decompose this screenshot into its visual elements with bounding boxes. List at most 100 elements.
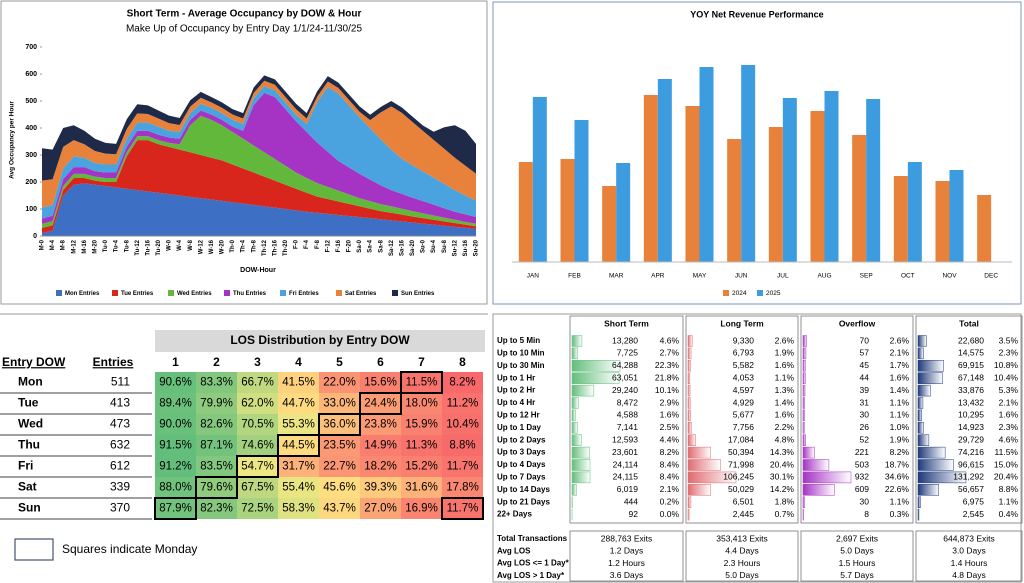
count: 6,019 — [617, 484, 639, 494]
summary-value: 5.7 Days — [840, 570, 874, 580]
percent: 1.1% — [890, 410, 910, 420]
count: 26 — [860, 422, 870, 432]
cell-value: 18.0% — [405, 398, 438, 410]
cell-value: 16.9% — [405, 503, 438, 515]
x-tick-label: Su-8 — [442, 239, 448, 253]
percent: 2.7% — [660, 348, 680, 358]
data-bar — [687, 459, 721, 471]
revenue-panel — [492, 1, 1022, 305]
bar — [532, 97, 547, 262]
cell-value: 74.6% — [241, 440, 274, 452]
heat-cell — [237, 456, 278, 477]
percent: 3.5% — [999, 335, 1019, 345]
x-tick-label: Sa-4 — [368, 239, 374, 252]
data-bar — [802, 484, 835, 496]
x-tick-label: Sa-12 — [389, 239, 395, 256]
data-bar — [802, 347, 807, 360]
count: 50,029 — [728, 484, 754, 494]
percent: 0.2% — [660, 496, 680, 506]
legend-label: 2025 — [766, 290, 781, 297]
heat-cell — [237, 498, 278, 519]
percent: 4.8% — [775, 434, 795, 444]
heat-cell — [237, 393, 278, 414]
column-header: 6 — [377, 355, 384, 369]
legend-swatch — [723, 290, 729, 296]
row-label: Up to 5 Min — [497, 336, 540, 345]
count: 24,114 — [613, 459, 639, 469]
heat-cell — [401, 435, 442, 456]
x-tick-label: Sa-8 — [378, 239, 384, 252]
legend-swatch — [168, 290, 174, 296]
data-bar — [917, 422, 924, 434]
column-header: 1 — [172, 355, 179, 369]
row-label: Up to 2 Hr — [497, 386, 535, 395]
count: 63,051 — [612, 372, 638, 382]
heat-cell — [401, 498, 442, 519]
x-tick-label: M-16 — [82, 239, 88, 253]
summary-value: 2.3 Hours — [724, 558, 761, 568]
group-header: Long Term — [720, 318, 764, 328]
heat-cell — [278, 498, 319, 519]
x-tick-label: DEC — [984, 273, 998, 280]
monday-square — [318, 413, 361, 436]
cell-value: 67.5% — [241, 482, 274, 494]
heat-cell — [196, 456, 237, 477]
group-box — [685, 315, 799, 524]
cell-value: 23.8% — [364, 419, 397, 431]
data-bar — [687, 360, 691, 372]
cell-value: 44.7% — [282, 398, 315, 410]
count: 6,975 — [963, 496, 985, 506]
occupancy-subtitle: Make Up of Occupancy by Entry Day 1/1/24… — [126, 24, 362, 35]
row-label: Wed — [18, 417, 43, 431]
row-label: Up to 12 Hr — [497, 411, 540, 420]
data-bar — [802, 409, 805, 422]
data-bar — [571, 384, 595, 397]
count: 23,601 — [612, 447, 638, 457]
legend-swatch — [280, 290, 286, 296]
monday-square — [400, 371, 443, 394]
heat-cell — [278, 477, 319, 498]
area — [42, 115, 476, 228]
legend-swatch — [112, 290, 118, 296]
percent: 1.6% — [775, 360, 795, 370]
occupancy-panel — [0, 0, 488, 305]
cell-value: 11.5% — [406, 377, 438, 389]
row-label: Up to 4 Days — [497, 460, 546, 469]
x-tick-label: NOV — [942, 273, 957, 280]
count: 64,288 — [612, 360, 638, 370]
count: 70 — [860, 335, 870, 345]
cell-value: 17.8% — [446, 482, 479, 494]
data-bar — [571, 409, 576, 422]
cell-value: 79.6% — [200, 482, 233, 494]
percent: 22.6% — [885, 484, 910, 494]
heat-cell — [155, 456, 196, 477]
percent: 2.1% — [660, 484, 680, 494]
percent: 2.1% — [890, 348, 910, 358]
x-tick-label: M-0 — [40, 239, 46, 250]
percent: 1.8% — [775, 496, 795, 506]
y-tick-label: 200 — [25, 179, 37, 186]
percent: 0.0% — [660, 509, 680, 519]
x-tick-label: W-8 — [188, 239, 194, 251]
x-tick-label: Tu-0 — [103, 239, 109, 252]
y-tick-label: 100 — [25, 206, 37, 213]
heat-cell — [319, 456, 360, 477]
x-tick-label: Tu-4 — [114, 239, 120, 252]
data-bar — [571, 459, 591, 471]
data-bar — [571, 484, 577, 496]
y-tick-label: 300 — [25, 152, 37, 159]
legend-label: Sat Entries — [345, 291, 377, 297]
x-tick-label: Sa-0 — [357, 239, 363, 252]
summary-value: 644,873 Exits — [943, 533, 995, 543]
heat-cell — [401, 456, 442, 477]
cell-value: 31.6% — [405, 482, 438, 494]
heat-cell — [442, 477, 483, 498]
x-tick-label: Su-16 — [463, 239, 469, 256]
x-tick-label: W-12 — [198, 239, 204, 254]
row-entries: 339 — [110, 480, 130, 494]
legend-swatch — [392, 290, 398, 296]
heat-cell — [360, 477, 401, 498]
summary-box — [800, 530, 914, 582]
data-bar — [571, 434, 582, 446]
heat-cell — [196, 414, 237, 435]
